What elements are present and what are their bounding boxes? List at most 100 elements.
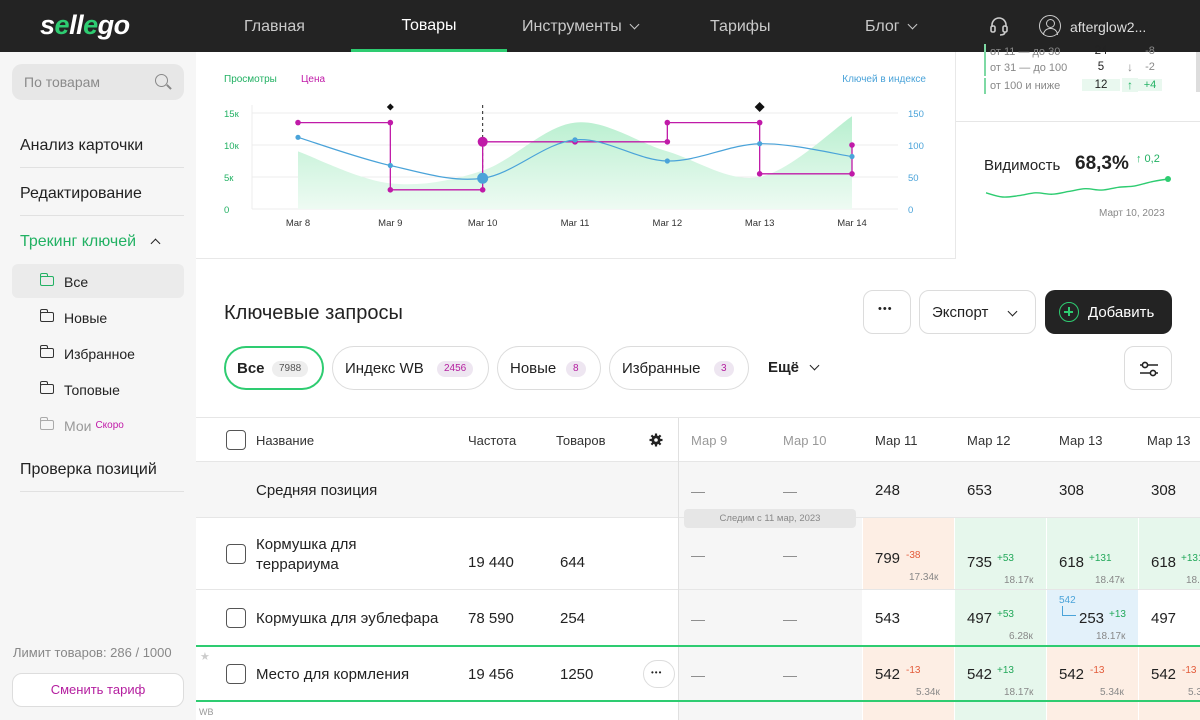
- nav-tools[interactable]: Инструменты: [522, 0, 640, 52]
- sidebar-sub-new[interactable]: Новые: [12, 300, 184, 334]
- sidebar-sub-label: Новые: [64, 310, 108, 326]
- price-point: [664, 119, 671, 126]
- tab-favorites[interactable]: Избранные 3: [609, 346, 749, 390]
- row-checkbox[interactable]: [226, 608, 246, 628]
- legend-price: Цена: [301, 74, 325, 85]
- col-frequency[interactable]: Частота: [468, 433, 517, 448]
- x-tick-label: Mar 11: [561, 218, 590, 229]
- x-tick-label: Mar 9: [378, 218, 402, 229]
- views-price-chart: Просмотры Цена Ключей в индексе 15к 150 10…: [224, 74, 926, 229]
- keyword-name[interactable]: Место для кормления: [256, 666, 410, 683]
- position-sub: 18.47к: [1095, 575, 1125, 586]
- col-name[interactable]: Название: [256, 433, 315, 448]
- keyword-name[interactable]: террариума: [256, 556, 339, 573]
- position-sub: 6.28к: [1009, 631, 1033, 642]
- tracking-since-label: Следим с 11 мар, 2023: [684, 509, 856, 528]
- price-point: [664, 139, 671, 145]
- frequency-value: 78 590: [468, 610, 514, 627]
- sidebar-item-editing[interactable]: Редактирование: [20, 185, 142, 202]
- star-icon[interactable]: ★: [200, 651, 210, 663]
- avg-value: 248: [875, 482, 901, 499]
- rank-bar: [984, 78, 986, 94]
- position-delta: -13: [906, 665, 921, 676]
- col-goods[interactable]: Товаров: [556, 433, 606, 448]
- row-checkbox[interactable]: [226, 664, 246, 684]
- rank-delta: +4: [1138, 79, 1162, 91]
- nav-products[interactable]: Товары: [351, 0, 507, 52]
- sidebar-item-position-check[interactable]: Проверка позиций: [20, 461, 157, 478]
- event-marker: [754, 102, 765, 112]
- position-cell-bg: [1047, 590, 1138, 646]
- tab-all[interactable]: Все 7988: [224, 346, 324, 390]
- export-button[interactable]: Экспорт: [919, 290, 1036, 334]
- keyword-name[interactable]: Кормушка для: [256, 536, 357, 553]
- search-input[interactable]: По товарам: [12, 64, 184, 100]
- nav-home[interactable]: Главная: [244, 18, 305, 35]
- rank-delta: -8: [1145, 45, 1155, 57]
- folder-icon: [39, 417, 54, 430]
- x-tick-label: Mar 14: [837, 218, 867, 229]
- keywords-point: [387, 162, 393, 169]
- series-views-area: [298, 116, 852, 209]
- position-value: 542: [1059, 666, 1085, 683]
- x-tick-label: Mar 10: [468, 218, 498, 229]
- selected-row-border: [196, 700, 1200, 702]
- tab-new[interactable]: Новые 8: [497, 346, 601, 390]
- position-value: 618: [1059, 554, 1085, 571]
- tab-count-badge: 7988: [272, 361, 309, 377]
- price-point: [479, 187, 486, 193]
- tab-count-badge: 2456: [437, 361, 474, 377]
- add-button[interactable]: Добавить: [1045, 290, 1172, 334]
- headset-icon[interactable]: [989, 16, 1009, 36]
- user-icon[interactable]: [1039, 15, 1061, 37]
- position-delta: +13: [1109, 609, 1126, 620]
- position-delta: +131: [1089, 553, 1112, 564]
- keywords-point: [477, 172, 489, 184]
- position-cell-bg: [1047, 518, 1138, 590]
- goods-value: 644: [560, 554, 586, 571]
- goods-value: 254: [560, 610, 586, 627]
- more-tabs-dropdown[interactable]: Ещё: [768, 359, 820, 376]
- keyword-name[interactable]: Кормушка для эублефара: [256, 610, 439, 627]
- change-plan-button[interactable]: Сменить тариф: [12, 673, 184, 707]
- sidebar-item-card-analysis[interactable]: Анализ карточки: [20, 137, 144, 154]
- more-tabs-label: Ещё: [768, 359, 800, 376]
- tab-count-badge: 3: [714, 361, 734, 377]
- filter-button[interactable]: [1124, 346, 1172, 390]
- position-cell-bg: [863, 518, 954, 590]
- row-checkbox[interactable]: [226, 544, 246, 564]
- row-actions-button[interactable]: [643, 660, 675, 688]
- keywords-point: [664, 158, 670, 164]
- price-point: [387, 187, 394, 193]
- user-name[interactable]: afterglow2...: [1070, 19, 1147, 35]
- sidebar-item-keyword-tracking[interactable]: Трекинг ключей: [20, 233, 161, 251]
- sidebar-sub-label: Избранное: [64, 346, 135, 362]
- sidebar-sub-all[interactable]: Все: [12, 264, 184, 298]
- position-value: 618: [1151, 554, 1177, 571]
- tab-wb-index[interactable]: Индекс WB 2456: [332, 346, 489, 390]
- rank-value: 12: [1082, 79, 1120, 91]
- nav-blog[interactable]: Блог: [865, 0, 918, 52]
- scrollbar[interactable]: [1196, 52, 1200, 92]
- select-all-checkbox[interactable]: [226, 430, 246, 450]
- y-tick-right: 50: [908, 173, 919, 184]
- sidebar-sub-favorites[interactable]: Избранное: [12, 336, 184, 370]
- position-cell-bg: [1139, 646, 1200, 720]
- position-cell-bg: [955, 518, 1046, 590]
- search-icon: [155, 74, 168, 87]
- y-tick-left: 10к: [224, 141, 240, 152]
- divider: [20, 167, 184, 168]
- col-date: Мар 13: [1147, 433, 1191, 448]
- export-label: Экспорт: [932, 304, 989, 321]
- more-actions-button[interactable]: [863, 290, 911, 334]
- y-tick-left: 15к: [224, 109, 240, 120]
- goods-value: 1250: [560, 666, 594, 683]
- nav-pricing[interactable]: Тарифы: [710, 18, 771, 35]
- tab-label: Новые: [510, 360, 557, 377]
- sidebar-sub-top[interactable]: Топовые: [12, 372, 184, 406]
- gear-icon[interactable]: [649, 433, 663, 447]
- logo[interactable]: sellego: [40, 10, 130, 40]
- visibility-sparkline-line: [985, 178, 1169, 198]
- position-sub: 18.47к: [1186, 575, 1200, 586]
- visibility-sparkline: [985, 176, 1171, 198]
